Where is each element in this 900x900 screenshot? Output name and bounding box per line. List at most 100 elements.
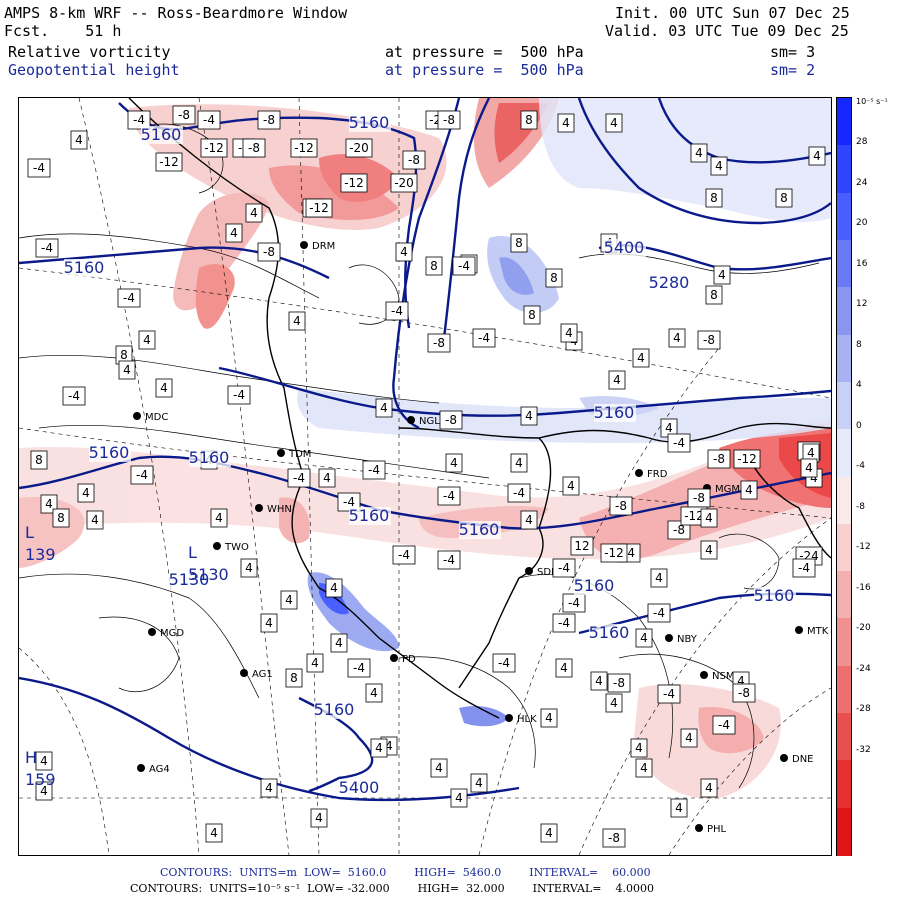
vorticity-value-label: -8: [427, 333, 451, 353]
vorticity-value-label: -4: [667, 433, 691, 453]
height-label-background: [64, 259, 106, 277]
vorticity-value-label: 4: [35, 751, 53, 771]
model-title: AMPS 8-km WRF -- Ross-Beardmore Window: [4, 4, 348, 22]
vorticity-value-text: -4: [498, 656, 510, 670]
vorticity-value-text: 4: [265, 781, 273, 795]
height-label-background: [314, 701, 356, 719]
vorticity-value-text: -4: [443, 489, 455, 503]
height-label-background: [141, 126, 183, 144]
vorticity-value-label: 4: [330, 633, 348, 653]
vorticity-value-text: 4: [143, 333, 151, 347]
station-label: NGL: [419, 416, 440, 427]
vorticity-value-label: 4: [375, 398, 393, 418]
vorticity-value-label: 4: [632, 348, 650, 368]
vorticity-value-label: 4: [325, 578, 343, 598]
vorticity-value-label: 4: [690, 143, 708, 163]
height-contour-label: 5160: [574, 576, 615, 595]
station-label: MGD: [160, 628, 184, 639]
colorbar-segment: [837, 618, 851, 667]
vorticity-value-label: 4: [668, 328, 686, 348]
vorticity-value-text: -4: [718, 718, 730, 732]
colorbar-segment: [837, 476, 851, 525]
vorticity-value-label: -12: [680, 506, 708, 526]
height-label-background: [89, 444, 131, 462]
vorticity-value-text: 4: [311, 656, 319, 670]
height-label-background: [169, 571, 211, 589]
station-label: MDC: [145, 412, 168, 423]
vorticity-value-label: -4: [130, 465, 154, 485]
vorticity-value-label: 4: [445, 453, 463, 473]
vorticity-value-text: -4: [513, 486, 525, 500]
vorticity-value-label: 4: [310, 808, 328, 828]
vorticity-value-text: 4: [40, 784, 48, 798]
height-contour-label: 5160: [754, 586, 795, 605]
vorticity-value-label: 4: [280, 590, 298, 610]
field1-name: Relative vorticity: [8, 43, 171, 61]
vorticity-value-label: -8: [687, 488, 711, 508]
colorbar-segment: [837, 665, 851, 714]
colorbar-segment: [837, 807, 851, 856]
pressure-center-letter: H: [25, 748, 37, 767]
vorticity-value-label: 4: [77, 483, 95, 503]
station-label: DRM: [312, 241, 335, 252]
vorticity-value-label: -4: [117, 288, 141, 308]
vorticity-value-label: 4: [306, 653, 324, 673]
station-marker: TDM: [277, 449, 311, 460]
vorticity-value-label: 4: [557, 113, 575, 133]
vorticity-value-label: 4: [635, 758, 653, 778]
vorticity-value-label: 4: [700, 778, 718, 798]
vorticity-value-text: 4: [545, 826, 553, 840]
vorticity-value-label: -8: [439, 410, 463, 430]
vorticity-value-text: 4: [123, 363, 131, 377]
vorticity-value-label: 4: [605, 113, 623, 133]
vorticity-value-label: -8: [257, 110, 281, 130]
vorticity-value-text: 4: [610, 116, 618, 130]
vorticity-value-label: 4: [802, 443, 820, 463]
vorticity-value-text: 4: [215, 511, 223, 525]
station-marker: AG1: [240, 669, 273, 680]
vorticity-value-text: 4: [613, 373, 621, 387]
field2-level: at pressure = 500 hPa: [385, 61, 584, 79]
vorticity-value-label: 4: [288, 311, 306, 331]
vorticity-value-label: 8: [705, 285, 723, 305]
height-label-background: [459, 521, 501, 539]
vorticity-value-text: -8: [263, 113, 275, 127]
vorticity-value-text: -4: [568, 596, 580, 610]
vorticity-value-text: 4: [560, 661, 568, 675]
vorticity-value-label: -4: [562, 593, 586, 613]
field2-name: Geopotential height: [8, 61, 180, 79]
vorticity-value-text: -4: [343, 495, 355, 509]
station-label: PD: [402, 654, 416, 665]
vorticity-value-text: 4: [91, 513, 99, 527]
field1-level: at pressure = 500 hPa: [385, 43, 584, 61]
map-canvas: MDC NGL TDM FRD MGM WHN TWO SDM MGD NBY MTK AG1 NSM H…: [19, 98, 831, 855]
vorticity-value-text: 4: [385, 739, 393, 753]
vorticity-value-text: 4: [285, 593, 293, 607]
station-marker: DNE: [780, 754, 814, 765]
colorbar-segment: [837, 381, 851, 430]
vorticity-value-label: -4: [657, 684, 681, 704]
station-label: SDM: [537, 567, 560, 578]
vorticity-value-text: 4: [40, 754, 48, 768]
colorbar-tick-label: 28: [856, 137, 868, 147]
vorticity-value-text: 8: [515, 236, 523, 250]
vorticity-value-text: 4: [685, 731, 693, 745]
vorticity-value-text: -4: [41, 241, 53, 255]
field2-smoothing: sm= 2: [770, 61, 816, 79]
height-contour-label: 5400: [339, 778, 380, 797]
pressure-center-letter: L: [25, 523, 34, 542]
vorticity-value-label: -12: [600, 543, 628, 563]
height-label-background: [604, 239, 646, 257]
vorticity-value-text: 8: [120, 348, 128, 362]
vorticity-value-text: -4: [353, 661, 365, 675]
vorticity-value-text: -4: [203, 113, 215, 127]
vorticity-value-text: 4: [380, 401, 388, 415]
vorticity-value-label: 4: [520, 406, 538, 426]
vorticity-value-text: 4: [525, 513, 533, 527]
vorticity-value-text: 4: [705, 543, 713, 557]
height-label-background: [339, 779, 381, 797]
vorticity-value-text: 4: [545, 711, 553, 725]
vorticity-value-text: 4: [435, 761, 443, 775]
vorticity-value-label: -4: [127, 110, 151, 130]
vorticity-value-text: 8: [550, 271, 558, 285]
